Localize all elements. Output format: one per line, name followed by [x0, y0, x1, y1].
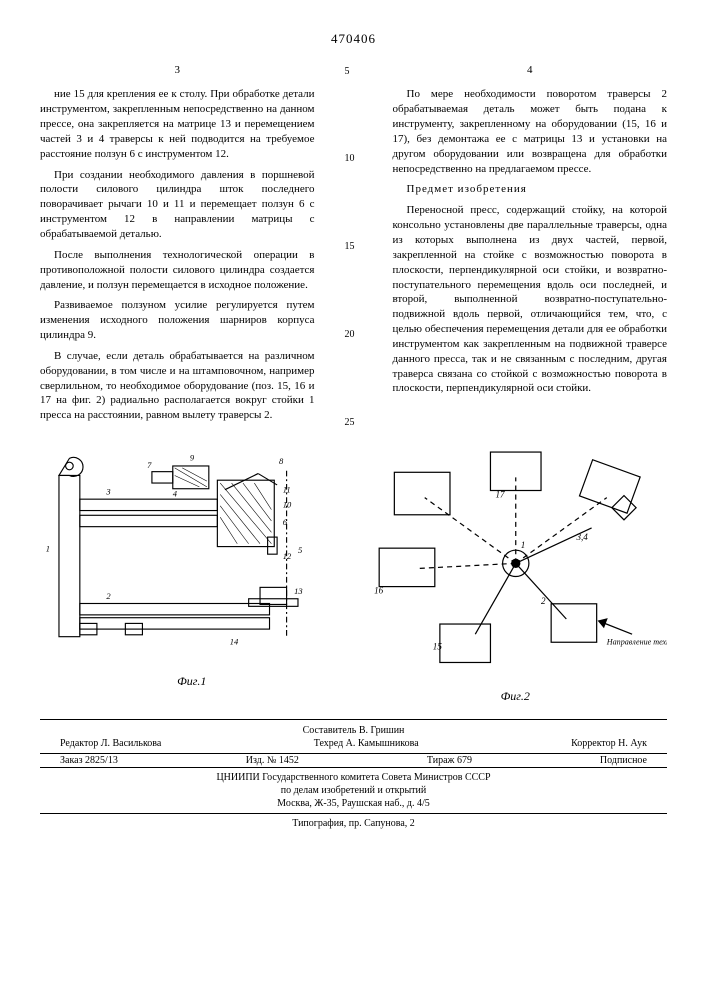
fig1-label-8: 8 — [279, 456, 284, 466]
paragraph: ние 15 для крепления ее к столу. При обр… — [40, 87, 315, 161]
fig2-label-2: 2 — [541, 596, 546, 606]
fig1-svg: 1 3 4 7 9 8 11 10 6 5 12 13 14 2 — [40, 447, 344, 665]
footer: Составитель В. Гришин Редактор Л. Василь… — [40, 719, 667, 830]
figures-row: 1 3 4 7 9 8 11 10 6 5 12 13 14 2 Фиг.1 — [40, 447, 667, 704]
fig2-label-16: 16 — [374, 586, 384, 596]
text-columns: 3 ние 15 для крепления ее к столу. При о… — [40, 63, 667, 430]
fig2-process-label: Направление техпроцесса — [605, 637, 667, 646]
fig2-caption: Фиг.2 — [364, 688, 668, 704]
fig1-label-1: 1 — [46, 543, 50, 553]
fig1-label-10: 10 — [283, 500, 292, 510]
footer-tirazh: Тираж 679 — [427, 754, 472, 767]
fig1-caption: Фиг.1 — [40, 673, 344, 689]
line-num: 20 — [345, 328, 363, 342]
line-numbers: 5 10 15 20 25 — [345, 63, 363, 430]
footer-editor: Редактор Л. Василькова — [60, 737, 161, 750]
fig1-label-14: 14 — [230, 636, 239, 646]
right-column: 4 По мере необходимости поворотом травер… — [393, 63, 668, 430]
footer-izd: Изд. № 1452 — [246, 754, 299, 767]
footer-podpisnoe: Подписное — [600, 754, 647, 767]
footer-zakaz: Заказ 2825/13 — [60, 754, 118, 767]
fig2-label-17: 17 — [495, 490, 505, 500]
patent-number: 470406 — [40, 30, 667, 48]
left-column: 3 ние 15 для крепления ее к столу. При о… — [40, 63, 315, 430]
fig1-label-4: 4 — [173, 488, 178, 498]
line-num: 25 — [345, 416, 363, 430]
fig1-label-3: 3 — [105, 487, 110, 497]
footer-org2: по делам изобретений и открытий — [40, 784, 667, 797]
paragraph: Развиваемое ползуном усилие регулируется… — [40, 298, 315, 343]
line-num: 5 — [345, 65, 363, 79]
left-col-number: 3 — [40, 63, 315, 78]
footer-org1: ЦНИИПИ Государственного комитета Совета … — [40, 771, 667, 784]
figure-1: 1 3 4 7 9 8 11 10 6 5 12 13 14 2 Фиг.1 — [40, 447, 344, 704]
fig2-label-1: 1 — [520, 540, 525, 550]
fig1-label-9: 9 — [190, 452, 195, 462]
right-col-number: 4 — [393, 63, 668, 78]
fig1-label-6: 6 — [283, 517, 288, 527]
fig2-svg: 1 2 3,4 15 16 17 Направление техпроцесса — [364, 447, 667, 680]
fig1-label-5: 5 — [298, 545, 302, 555]
fig1-label-13: 13 — [294, 586, 303, 596]
paragraph: По мере необходимости поворотом траверсы… — [393, 87, 668, 176]
paragraph: При создании необходимого давления в пор… — [40, 168, 315, 242]
footer-corrector: Корректор Н. Аук — [571, 737, 647, 750]
footer-addr: Москва, Ж-35, Раушская наб., д. 4/5 — [40, 797, 667, 810]
fig1-label-12: 12 — [283, 551, 292, 561]
line-num: 15 — [345, 240, 363, 254]
footer-tehred: Техред А. Камышникова — [314, 737, 419, 750]
figure-2: 1 2 3,4 15 16 17 Направление техпроцесса… — [364, 447, 668, 704]
fig2-label-15: 15 — [432, 641, 442, 651]
fig2-label-34: 3,4 — [575, 532, 588, 542]
paragraph: Переносной пресс, содержащий стойку, на … — [393, 203, 668, 396]
footer-compiler: Составитель В. Гришин — [40, 724, 667, 737]
footer-typography: Типография, пр. Сапунова, 2 — [40, 813, 667, 830]
paragraph: В случае, если деталь обрабатывается на … — [40, 349, 315, 423]
fig1-label-7: 7 — [147, 460, 152, 470]
fig1-label-11: 11 — [283, 485, 291, 495]
fig1-label-2: 2 — [106, 591, 111, 601]
line-num: 10 — [345, 152, 363, 166]
claims-title: Предмет изобретения — [393, 182, 668, 197]
paragraph: После выполнения технологической операци… — [40, 248, 315, 293]
